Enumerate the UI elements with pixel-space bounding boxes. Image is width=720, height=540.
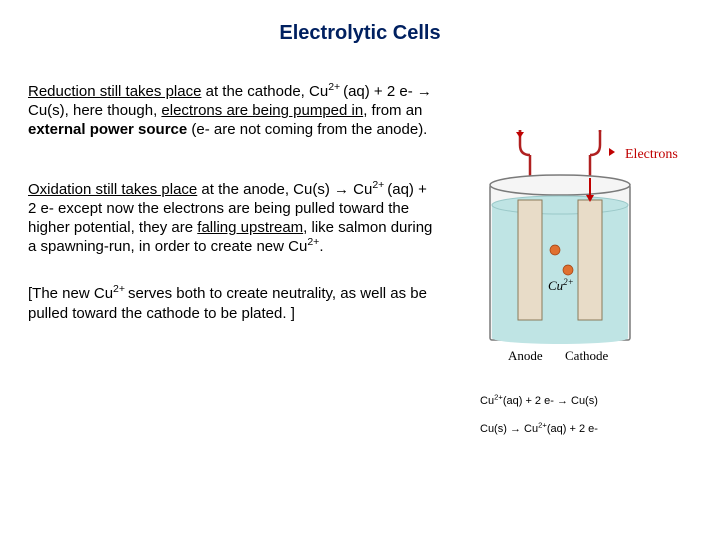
text: (e- are not coming from the anode).	[187, 121, 427, 138]
superscript: 2+	[328, 81, 343, 93]
superscript: 2+	[113, 283, 128, 295]
arrow-icon: →	[510, 423, 521, 435]
text: .	[319, 238, 323, 255]
text: falling upstream	[197, 219, 303, 236]
text: Cu	[521, 423, 538, 435]
paragraph-oxidation: Oxidation still takes place at the anode…	[28, 180, 438, 257]
diagram-svg: Electrons Cu2+ Anode Cathode	[460, 130, 700, 380]
arrow-icon: →	[557, 395, 568, 407]
text: Reduction still takes place	[28, 83, 201, 100]
ion-label: Cu	[548, 278, 564, 293]
equation-oxidation: Cu(s) → Cu2+(aq) + 2 e-	[480, 423, 710, 435]
text: Cu	[349, 181, 372, 198]
text: Cu(s), here though,	[28, 102, 161, 119]
body-text: Reduction still takes place at the catho…	[28, 82, 438, 351]
equation-reduction: Cu2+(aq) + 2 e- → Cu(s)	[480, 395, 710, 407]
electrons-label: Electrons	[625, 147, 678, 162]
text: (aq) + 2 e-	[547, 423, 598, 435]
text: external power source	[28, 121, 187, 138]
anode-label: Anode	[508, 348, 543, 363]
text: (aq) + 2 e-	[343, 83, 417, 100]
equations: Cu2+(aq) + 2 e- → Cu(s) Cu(s) → Cu2+(aq)…	[480, 395, 710, 435]
text: Cu(s)	[568, 395, 598, 407]
superscript: 2+	[372, 179, 387, 191]
paragraph-note: [The new Cu2+ serves both to create neut…	[28, 284, 438, 322]
superscript: 2+	[538, 420, 547, 429]
text: Cu	[480, 395, 494, 407]
electrolytic-cell-diagram: Electrons Cu2+ Anode Cathode	[460, 130, 690, 385]
superscript: 2+	[494, 392, 503, 401]
text: Cu(s)	[480, 423, 510, 435]
text: Oxidation still takes place	[28, 181, 197, 198]
text: electrons are being pumped in	[161, 102, 363, 119]
superscript: 2+	[307, 236, 319, 248]
paragraph-reduction: Reduction still takes place at the catho…	[28, 82, 438, 140]
text: (aq) + 2 e-	[503, 395, 557, 407]
page-title: Electrolytic Cells	[0, 0, 720, 45]
text: [The new Cu	[28, 285, 113, 302]
text: , from an	[363, 102, 422, 119]
text: at the anode, Cu(s)	[197, 181, 334, 198]
arrow-icon: →	[417, 83, 432, 100]
cathode-label: Cathode	[565, 348, 609, 363]
arrow-icon: →	[334, 181, 349, 198]
text: at the cathode, Cu	[201, 83, 328, 100]
